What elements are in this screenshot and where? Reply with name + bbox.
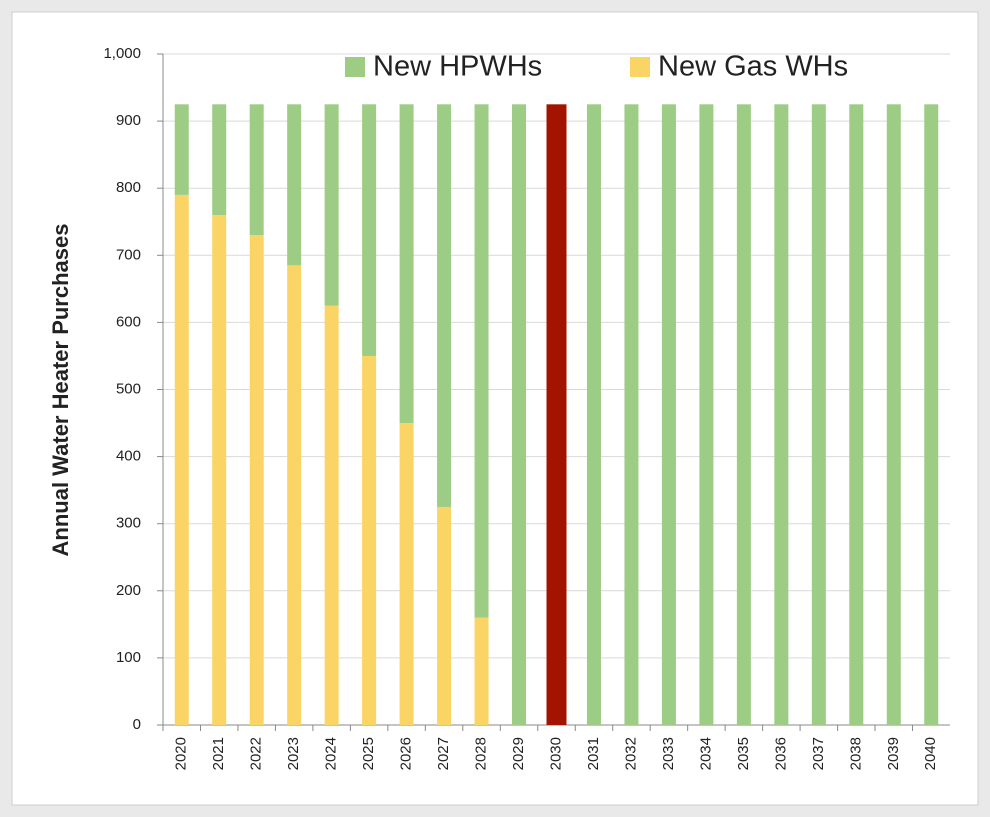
x-tick-label: 2025 (360, 737, 377, 770)
y-tick-label: 900 (116, 112, 141, 129)
bar-segment (249, 235, 264, 726)
x-tick-label: 2026 (398, 737, 415, 770)
bar-segment (287, 265, 302, 725)
x-tick-label: 2032 (622, 737, 639, 770)
bar-segment (324, 305, 339, 725)
x-tick-label: 2029 (510, 737, 527, 770)
x-tick-label: 2038 (847, 737, 864, 770)
y-tick-label: 0 (133, 716, 141, 733)
y-tick-label: 100 (116, 649, 141, 666)
bar-segment (474, 104, 489, 618)
bar-segment (324, 104, 339, 306)
legend-swatch (345, 57, 365, 77)
bar-segment (811, 104, 826, 725)
y-tick-label: 400 (116, 448, 141, 465)
y-axis-label: Annual Water Heater Purchases (48, 224, 73, 557)
x-tick-label: 2037 (810, 737, 827, 770)
bar-segment (362, 104, 377, 356)
x-tick-label: 2027 (435, 737, 452, 770)
bar-segment (249, 104, 264, 236)
x-tick-label: 2024 (323, 737, 340, 770)
x-tick-label: 2039 (885, 737, 902, 770)
x-tick-label: 2036 (772, 737, 789, 770)
y-tick-label: 300 (116, 515, 141, 532)
x-tick-label: 2023 (285, 737, 302, 770)
bar-segment (774, 104, 789, 725)
y-tick-label: 800 (116, 179, 141, 196)
y-tick-label: 500 (116, 380, 141, 397)
x-tick-label: 2035 (735, 737, 752, 770)
bar-segment (586, 104, 601, 725)
panel (11, 11, 979, 806)
bar-segment (546, 104, 567, 725)
x-tick-label: 2022 (248, 737, 265, 770)
x-tick-label: 2030 (547, 737, 564, 770)
legend-label: New HPWHs (373, 51, 542, 83)
bar-segment (512, 104, 527, 725)
x-tick-label: 2033 (660, 737, 677, 770)
bar-segment (924, 104, 939, 725)
bar-segment (624, 104, 639, 725)
bar-segment (174, 104, 189, 195)
bar-segment (437, 104, 452, 507)
y-tick-label: 200 (116, 582, 141, 599)
bar-segment (362, 355, 377, 725)
bar-segment (212, 104, 227, 216)
bar-segment (736, 104, 751, 725)
x-tick-label: 2040 (922, 737, 939, 770)
x-tick-label: 2031 (585, 737, 602, 770)
bar-segment (174, 194, 189, 725)
bar-segment (212, 215, 227, 726)
bar-segment (399, 423, 414, 725)
bar-segment (287, 104, 302, 266)
x-tick-label: 2021 (210, 737, 227, 770)
y-tick-label: 600 (116, 313, 141, 330)
x-tick-label: 2020 (173, 737, 190, 770)
bar-segment (699, 104, 714, 725)
y-tick-label: 700 (116, 246, 141, 263)
y-tick-label: 1,000 (103, 45, 141, 62)
bar-segment (886, 104, 901, 725)
bar-segment (399, 104, 414, 424)
bar-segment (849, 104, 864, 725)
legend-label: New Gas WHs (658, 51, 848, 83)
bar-segment (437, 506, 452, 725)
bar-segment (474, 617, 489, 725)
legend-swatch (630, 57, 650, 77)
bar-segment (661, 104, 676, 725)
x-tick-label: 2034 (697, 737, 714, 770)
x-tick-label: 2028 (473, 737, 490, 770)
